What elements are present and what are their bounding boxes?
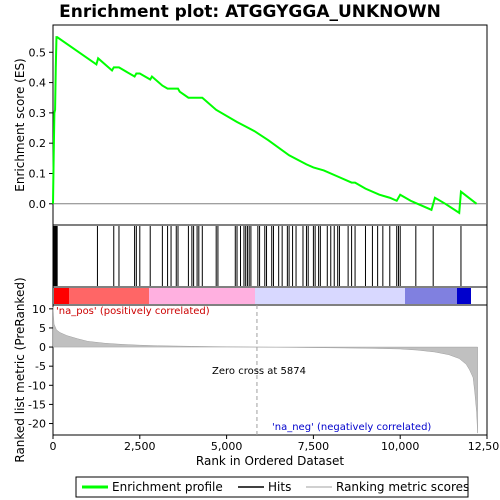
metric-panel: 10 5 0 -5 -10 -15 -20 0 2,500 5,000 7,500 10,000 12… xyxy=(28,303,500,453)
es-panel: 0.0 0.1 0.2 0.3 0.4 0.5 xyxy=(29,24,488,226)
color-bar-red-start xyxy=(54,288,69,304)
na-neg-label: 'na_neg' (negatively correlated) xyxy=(272,422,431,433)
na-pos-label: 'na_pos' (positively correlated) xyxy=(56,306,210,317)
x-tick-label: 10,000 xyxy=(381,440,420,453)
es-y-label: Enrichment score (ES) xyxy=(13,58,27,191)
hits-panel xyxy=(52,224,488,288)
rank-color-bar xyxy=(52,286,488,306)
metric-y-tick-label: -5 xyxy=(35,360,46,373)
hits-panel-frame xyxy=(52,224,488,288)
es-panel-frame xyxy=(52,24,488,226)
legend-enrichment-label: Enrichment profile xyxy=(112,480,223,494)
legend-hits-label: Hits xyxy=(268,480,291,494)
x-tick-label: 12,500 xyxy=(468,440,500,453)
metric-y-tick-label: -20 xyxy=(28,418,46,431)
es-y-tick-label: 0.4 xyxy=(29,77,47,90)
legend-frame xyxy=(75,476,469,498)
metric-y-tick-label: -15 xyxy=(28,398,46,411)
es-y-tick-label: 0.1 xyxy=(29,167,47,180)
es-y-tick-label: 0.3 xyxy=(29,107,47,120)
es-y-tick-label: 0.2 xyxy=(29,137,47,150)
metric-y-tick-label: 0 xyxy=(39,341,46,354)
es-y-tick-label: 0.5 xyxy=(29,46,47,59)
hits-group xyxy=(53,226,462,286)
es-profile-line xyxy=(52,36,478,215)
x-tick-label: 0 xyxy=(50,440,57,453)
metric-panel-frame xyxy=(52,304,488,436)
es-y-axis: 0.0 0.1 0.2 0.3 0.4 0.5 xyxy=(29,46,53,211)
es-y-tick-label: 0.0 xyxy=(29,198,47,211)
legend: Enrichment profile Hits Ranking metric s… xyxy=(75,476,469,498)
color-bar-lavender xyxy=(255,288,405,304)
color-bar-blue-light xyxy=(405,288,457,304)
metric-y-axis: 10 5 0 -5 -10 -15 -20 xyxy=(28,303,53,431)
metric-y-tick-label: 10 xyxy=(32,303,46,316)
metric-y-label: Ranked list metric (PreRanked) xyxy=(13,277,27,462)
metric-area xyxy=(52,306,478,434)
x-tick-label: 2,500 xyxy=(124,440,156,453)
x-axis-label: Rank in Ordered Dataset xyxy=(196,454,344,468)
x-tick-label: 7,500 xyxy=(298,440,330,453)
metric-x-axis: 0 2,500 5,000 7,500 10,000 12,500 xyxy=(50,435,500,453)
metric-y-tick-label: 5 xyxy=(39,322,46,335)
color-bar-pink xyxy=(149,288,255,304)
x-tick-label: 5,000 xyxy=(211,440,243,453)
color-bar-blue xyxy=(457,288,471,304)
chart-title: Enrichment plot: ATGGYGGA_UNKNOWN xyxy=(59,2,441,22)
metric-y-tick-label: -10 xyxy=(28,379,46,392)
legend-metric-label: Ranking metric scores xyxy=(336,480,469,494)
color-bar-red xyxy=(69,288,149,304)
zero-cross-label: Zero cross at 5874 xyxy=(212,366,306,377)
